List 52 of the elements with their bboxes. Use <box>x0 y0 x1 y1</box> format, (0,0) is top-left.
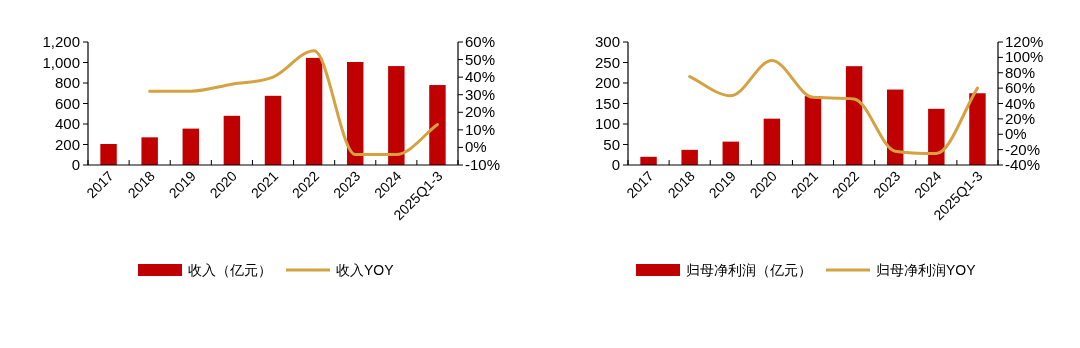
y2-tick-label: -10% <box>465 156 501 173</box>
y-tick-label: 1,000 <box>42 53 80 71</box>
bar <box>388 66 405 165</box>
y2-tick-label: 0% <box>465 138 487 156</box>
y-tick-label: 150 <box>594 94 620 112</box>
y2-tick-label: 20% <box>465 103 496 121</box>
y2-tick-label: -20% <box>1005 140 1041 158</box>
y2-tick-label: 120% <box>1005 33 1044 50</box>
bar <box>264 95 282 165</box>
y2-tick-label: 40% <box>465 68 496 86</box>
bar <box>845 66 863 165</box>
y2-tick-label: 50% <box>465 50 496 68</box>
y-tick-label: 0 <box>71 156 80 173</box>
legend-label: 收入YOY <box>336 262 395 278</box>
y2-tick-label: 60% <box>1005 79 1036 97</box>
y-tick-label: 400 <box>54 115 80 132</box>
bar <box>305 57 323 165</box>
y-tick-label: 800 <box>54 74 80 91</box>
bar <box>429 85 446 165</box>
legend-label: 归母净利润YOY <box>876 262 977 278</box>
y-tick-label: 50 <box>603 135 620 153</box>
y-tick-label: 1,200 <box>42 33 80 50</box>
y2-tick-label: 80% <box>1005 63 1036 81</box>
legend-label: 收入（亿元） <box>188 262 272 278</box>
y-tick-label: 200 <box>594 74 620 91</box>
bar <box>722 141 739 165</box>
y2-tick-label: 40% <box>1005 94 1036 112</box>
y2-tick-label: 100% <box>1005 48 1044 66</box>
bar <box>681 149 698 165</box>
bar <box>969 93 986 165</box>
y2-tick-label: -40% <box>1005 156 1041 173</box>
y-tick-label: 200 <box>54 135 80 153</box>
y-tick-label: 100 <box>594 115 620 132</box>
y2-tick-label: 60% <box>465 33 496 50</box>
bar <box>763 118 781 165</box>
y-tick-label: 250 <box>594 53 620 71</box>
y-tick-label: 600 <box>54 94 80 112</box>
bar <box>100 143 117 165</box>
bar <box>887 89 904 165</box>
y2-tick-label: 30% <box>465 85 496 103</box>
bar <box>347 61 364 165</box>
y2-tick-label: 10% <box>465 120 496 138</box>
bar <box>141 137 158 165</box>
legend-label: 归母净利润（亿元） <box>686 262 812 278</box>
y2-tick-label: 20% <box>1005 109 1036 127</box>
bar <box>223 115 241 165</box>
y-tick-label: 300 <box>594 33 620 50</box>
y-tick-label: 0 <box>611 156 620 173</box>
bar <box>182 128 199 165</box>
bar <box>928 108 945 165</box>
bar <box>804 96 822 165</box>
y2-tick-label: 0% <box>1005 125 1027 143</box>
